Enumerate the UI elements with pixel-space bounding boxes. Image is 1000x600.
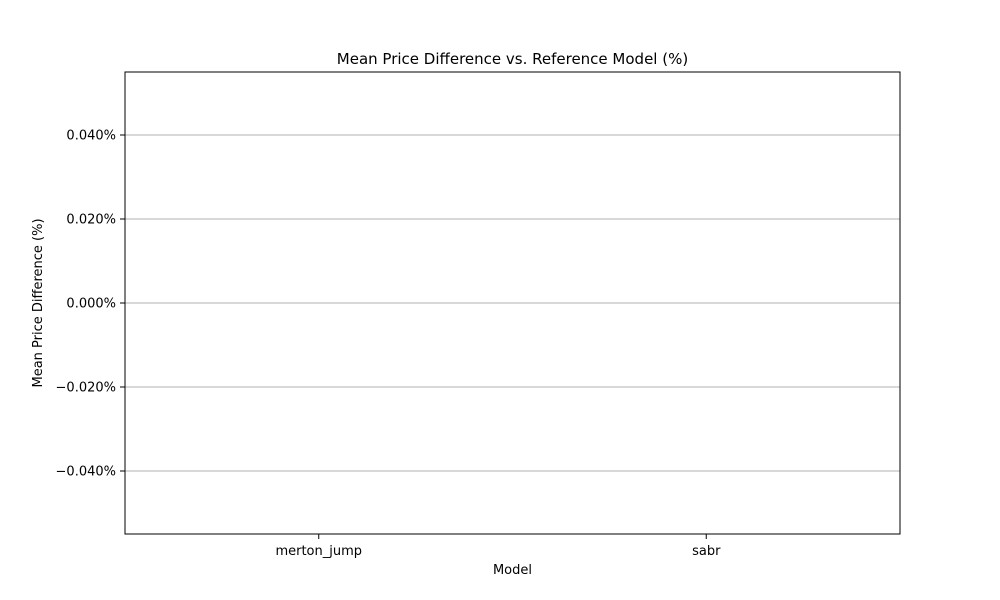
grid-lines <box>125 134 900 472</box>
x-axis-ticks: merton_jump sabr <box>275 534 721 559</box>
y-axis-label: Mean Price Difference (%) <box>31 218 46 387</box>
x-tick-label: sabr <box>692 544 721 559</box>
y-axis-ticks: −0.040% −0.020% 0.000% 0.020% 0.040% <box>56 129 125 480</box>
y-tick-label: 0.000% <box>66 297 116 312</box>
y-tick-label: −0.020% <box>56 381 116 396</box>
x-axis-label: Model <box>493 563 532 578</box>
y-tick-label: 0.020% <box>66 213 116 228</box>
y-tick-label: 0.040% <box>66 129 116 144</box>
chart-title: Mean Price Difference vs. Reference Mode… <box>337 50 688 68</box>
x-tick-label: merton_jump <box>275 544 362 559</box>
y-tick-label: −0.040% <box>56 465 116 480</box>
